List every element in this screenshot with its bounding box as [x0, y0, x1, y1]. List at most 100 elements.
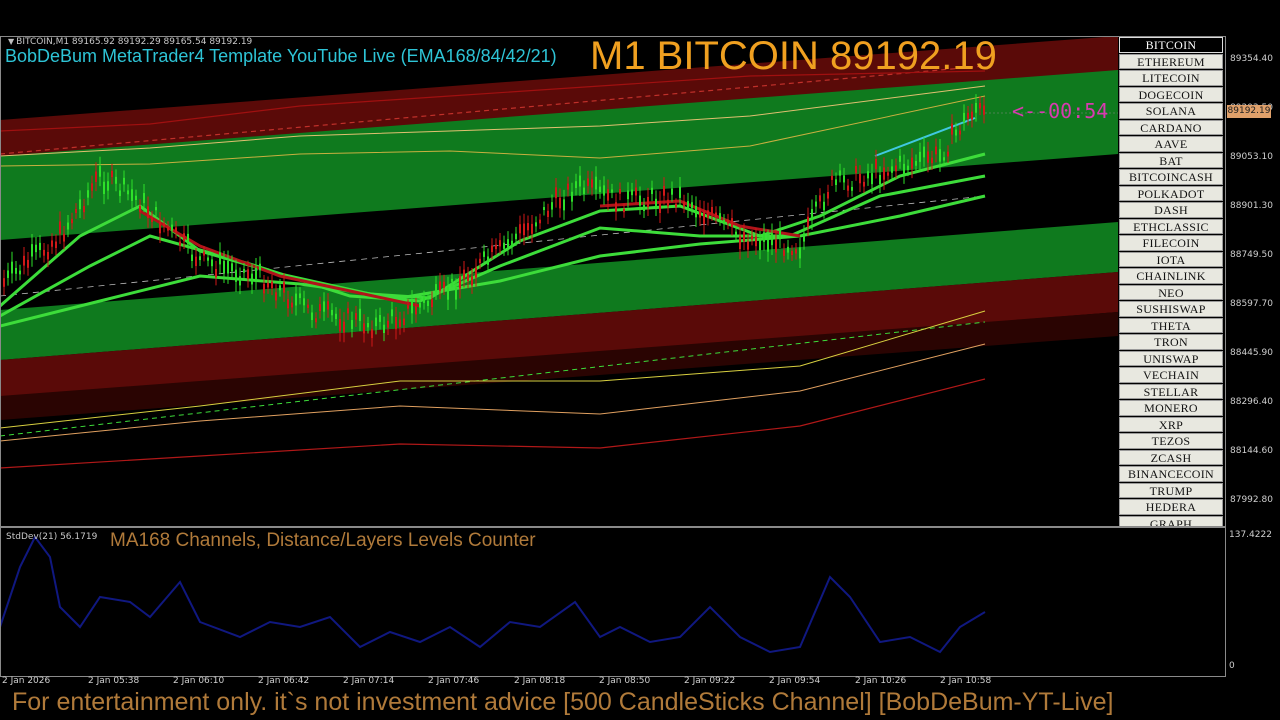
- symbol-button-cardano[interactable]: CARDANO: [1119, 119, 1223, 135]
- candle-body: [939, 149, 941, 162]
- symbol-button-polkadot[interactable]: POLKADOT: [1119, 185, 1223, 201]
- candle-body: [739, 236, 741, 250]
- symbol-button-graph[interactable]: GRAPH: [1119, 515, 1223, 526]
- symbol-button-ethclassic[interactable]: ETHCLASSIC: [1119, 218, 1223, 234]
- candle-body: [787, 246, 789, 253]
- candle-body: [83, 205, 85, 213]
- price-axis-label: 88296.40: [1230, 397, 1273, 407]
- candle-body: [287, 299, 289, 309]
- symbol-button-hedera[interactable]: HEDERA: [1119, 499, 1223, 515]
- candle-body: [47, 251, 49, 260]
- candle-body: [891, 166, 893, 173]
- time-axis-label: 2 Jan 09:54: [769, 676, 821, 686]
- symbol-button-aave[interactable]: AAVE: [1119, 136, 1223, 152]
- candle-body: [907, 165, 909, 170]
- candle-body: [35, 244, 37, 253]
- candle-body: [619, 188, 621, 194]
- candle-body: [247, 269, 249, 279]
- candle-body: [511, 240, 513, 248]
- symbol-button-monero[interactable]: MONERO: [1119, 400, 1223, 416]
- symbol-button-bitcoin[interactable]: BITCOIN: [1119, 37, 1223, 53]
- candle-body: [695, 205, 697, 218]
- main-chart[interactable]: [0, 36, 1225, 525]
- candle-body: [443, 281, 445, 288]
- symbol-button-theta[interactable]: THETA: [1119, 317, 1223, 333]
- candle-body: [427, 300, 429, 306]
- candle-body: [503, 242, 505, 249]
- symbol-button-solana[interactable]: SOLANA: [1119, 103, 1223, 119]
- candle-body: [131, 189, 133, 201]
- candle-body: [315, 318, 317, 323]
- symbol-button-dash[interactable]: DASH: [1119, 202, 1223, 218]
- candle-body: [263, 283, 265, 294]
- candle-body: [139, 206, 141, 212]
- symbol-button-stellar[interactable]: STELLAR: [1119, 383, 1223, 399]
- candle-body: [915, 160, 917, 166]
- candle-body: [551, 202, 553, 210]
- candle-body: [331, 309, 333, 316]
- symbol-button-bitcoincash[interactable]: BITCOINCASH: [1119, 169, 1223, 185]
- candle-body: [411, 300, 413, 314]
- candle-body: [855, 165, 857, 174]
- channel-dashed-green-line: [0, 321, 986, 437]
- candle-body: [871, 173, 873, 185]
- candle-body: [31, 244, 33, 257]
- candle-body: [311, 312, 313, 321]
- candle-body: [975, 102, 977, 113]
- candle-body: [75, 209, 77, 213]
- symbol-button-binancecoin[interactable]: BINANCECOIN: [1119, 466, 1223, 482]
- candle-body: [767, 239, 769, 252]
- candle-body: [775, 239, 777, 253]
- candle-body: [647, 196, 649, 208]
- symbol-button-litecoin[interactable]: LITECOIN: [1119, 70, 1223, 86]
- candle-body: [59, 221, 61, 234]
- symbol-button-dogecoin[interactable]: DOGECOIN: [1119, 86, 1223, 102]
- candle-body: [95, 171, 97, 182]
- symbol-button-sushiswap[interactable]: SUSHISWAP: [1119, 301, 1223, 317]
- symbol-button-zcash[interactable]: ZCASH: [1119, 449, 1223, 465]
- candle-body: [835, 179, 837, 186]
- candle-body: [615, 202, 617, 212]
- symbol-button-tezos[interactable]: TEZOS: [1119, 433, 1223, 449]
- symbol-button-filecoin[interactable]: FILECOIN: [1119, 235, 1223, 251]
- lower-envelope-yellow: [0, 310, 986, 429]
- candle-body: [407, 305, 409, 309]
- candle-body: [931, 157, 933, 164]
- dropdown-triangle-icon: ▼: [8, 37, 15, 46]
- symbol-button-tron[interactable]: TRON: [1119, 334, 1223, 350]
- stddev-indicator-window[interactable]: [0, 527, 1225, 675]
- candle-body: [367, 322, 369, 328]
- candle-body: [387, 320, 389, 328]
- candle-body: [467, 274, 469, 281]
- symbol-button-bat[interactable]: BAT: [1119, 152, 1223, 168]
- candle-body: [603, 185, 605, 196]
- candle-body: [87, 190, 89, 198]
- candle-body: [627, 190, 629, 200]
- candle-body: [471, 276, 473, 286]
- symbol-button-neo[interactable]: NEO: [1119, 284, 1223, 300]
- symbol-button-iota[interactable]: IOTA: [1119, 251, 1223, 267]
- symbol-button-vechain[interactable]: VECHAIN: [1119, 367, 1223, 383]
- candle-body: [39, 242, 41, 251]
- symbol-button-trump[interactable]: TRUMP: [1119, 482, 1223, 498]
- candle-body: [559, 197, 561, 209]
- candle-body: [779, 229, 781, 240]
- candle-body: [943, 157, 945, 161]
- symbol-button-xrp[interactable]: XRP: [1119, 416, 1223, 432]
- candle-body: [463, 269, 465, 279]
- candle-body: [955, 129, 957, 136]
- candle-body: [211, 259, 213, 267]
- candle-body: [235, 269, 237, 282]
- candle-body: [103, 181, 105, 195]
- candle-body: [391, 309, 393, 317]
- candle-body: [167, 226, 169, 231]
- candle-body: [155, 207, 157, 211]
- candle-body: [515, 233, 517, 240]
- candle-body: [587, 178, 589, 186]
- symbol-button-ethereum[interactable]: ETHEREUM: [1119, 53, 1223, 69]
- symbol-button-uniswap[interactable]: UNISWAP: [1119, 350, 1223, 366]
- candle-body: [135, 195, 137, 201]
- candle-body: [487, 256, 489, 265]
- symbol-button-chainlink[interactable]: CHAINLINK: [1119, 268, 1223, 284]
- candle-body: [279, 285, 281, 291]
